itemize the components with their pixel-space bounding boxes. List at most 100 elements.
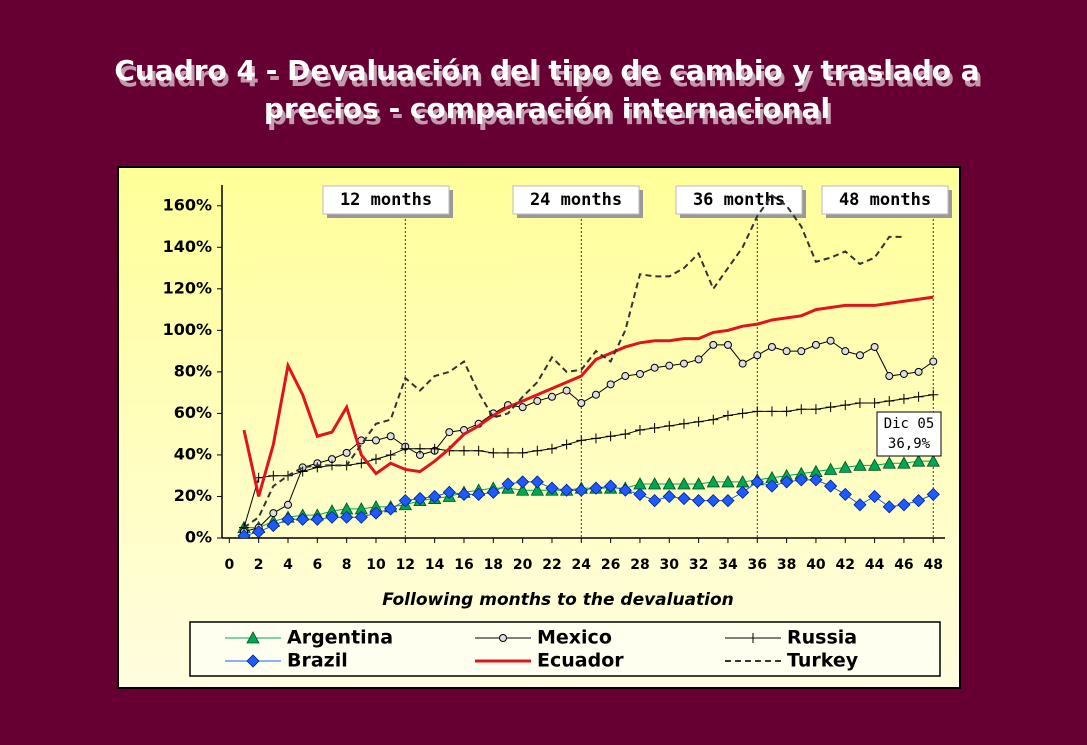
marker xyxy=(841,347,850,356)
marker xyxy=(620,429,631,440)
x-tick-label: 36 xyxy=(748,557,767,573)
marker xyxy=(928,389,939,400)
marker xyxy=(911,454,926,467)
marker xyxy=(853,498,867,512)
marker xyxy=(748,633,758,643)
y-tick-label: 60% xyxy=(174,403,212,422)
marker xyxy=(914,367,923,376)
marker xyxy=(252,525,266,538)
marker xyxy=(369,506,383,520)
marker xyxy=(488,447,499,458)
x-tick-label: 42 xyxy=(836,557,855,573)
marker xyxy=(371,436,380,445)
marker xyxy=(546,443,557,454)
x-tick-label: 46 xyxy=(894,557,913,573)
marker xyxy=(926,454,940,467)
marker xyxy=(824,479,838,493)
x-tick-label: 2 xyxy=(254,557,264,573)
x-tick-label: 34 xyxy=(718,557,738,573)
marker xyxy=(605,431,616,442)
marker xyxy=(665,361,674,370)
marker xyxy=(370,454,381,465)
marker xyxy=(385,449,396,460)
marker xyxy=(838,487,852,501)
marker xyxy=(246,654,260,668)
marker xyxy=(781,406,792,417)
marker xyxy=(912,494,926,508)
marker xyxy=(737,408,748,419)
marker xyxy=(545,481,559,495)
marker xyxy=(589,481,603,495)
marker xyxy=(561,439,572,450)
annotation: 36 months xyxy=(693,190,785,210)
legend-label: Ecuador xyxy=(537,650,624,672)
annotation: 12 months xyxy=(340,190,432,210)
marker xyxy=(840,400,851,411)
marker xyxy=(706,475,720,488)
marker xyxy=(518,403,527,412)
marker xyxy=(266,518,280,533)
x-tick-label: 0 xyxy=(224,557,234,573)
marker xyxy=(473,445,484,456)
marker xyxy=(356,458,367,469)
title-shadow: Cuadro 4 - Devaluación del tipo de cambi… xyxy=(117,60,982,93)
x-tick-label: 28 xyxy=(630,557,649,573)
marker xyxy=(516,475,530,489)
marker xyxy=(458,445,469,456)
chart-title: Cuadro 4 - Devaluación del tipo de cambi… xyxy=(114,54,979,87)
marker xyxy=(530,483,544,496)
marker xyxy=(780,475,794,489)
annotation-box xyxy=(512,185,640,215)
marker xyxy=(591,390,600,399)
series-group xyxy=(237,193,940,538)
marker xyxy=(823,462,838,475)
marker xyxy=(604,479,618,493)
marker xyxy=(782,347,791,356)
marker xyxy=(767,342,776,351)
marker xyxy=(679,359,688,368)
marker xyxy=(736,485,750,499)
marker xyxy=(413,491,427,506)
marker xyxy=(648,494,662,508)
marker xyxy=(530,475,544,489)
x-tick-label: 16 xyxy=(454,557,473,573)
marker xyxy=(606,380,615,389)
marker xyxy=(486,485,500,499)
marker xyxy=(867,458,882,471)
marker xyxy=(677,477,691,490)
marker xyxy=(692,494,706,508)
chart-frame xyxy=(117,166,961,689)
x-tick-label: 32 xyxy=(689,557,708,573)
marker xyxy=(811,340,820,349)
marker xyxy=(502,447,513,458)
marker xyxy=(765,479,779,493)
marker xyxy=(926,487,940,501)
marker xyxy=(882,456,896,469)
marker xyxy=(310,512,324,526)
marker xyxy=(428,489,442,504)
marker xyxy=(678,418,689,429)
legend-label: Russia xyxy=(787,627,857,649)
marker xyxy=(246,631,260,644)
marker xyxy=(766,406,777,417)
marker xyxy=(884,395,895,406)
callout-text: 36,9% xyxy=(888,436,931,452)
marker xyxy=(722,410,733,421)
marker xyxy=(577,399,586,408)
marker xyxy=(312,462,323,473)
marker xyxy=(721,494,735,508)
marker xyxy=(854,398,865,409)
marker xyxy=(386,432,395,441)
marker xyxy=(429,443,440,454)
x-tick-label: 24 xyxy=(572,557,592,573)
marker xyxy=(738,359,747,368)
marker xyxy=(268,470,279,481)
marker xyxy=(457,487,471,501)
marker xyxy=(400,443,411,454)
marker xyxy=(547,392,556,401)
marker xyxy=(445,428,454,437)
marker xyxy=(677,491,691,506)
marker xyxy=(870,342,879,351)
marker xyxy=(398,494,412,508)
marker xyxy=(647,477,662,490)
